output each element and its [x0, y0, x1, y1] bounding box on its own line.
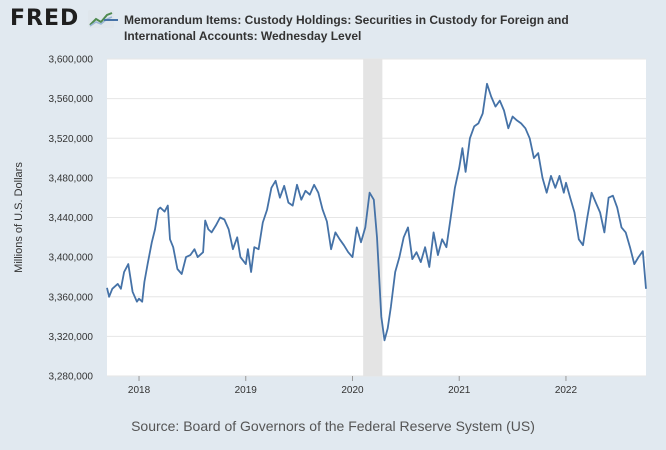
line-chart: 3,280,000 3,320,000 3,360,000 3,400,000 3,44… [13, 55, 647, 396]
x-tick-label: 2020 [341, 385, 364, 396]
series-line[interactable] [106, 82, 647, 342]
recession-band [363, 59, 383, 376]
legend-line-swatch [104, 19, 118, 21]
y-tick-label: 3,480,000 [49, 173, 94, 184]
y-tick-label: 3,320,000 [49, 332, 94, 343]
y-tick-label: 3,360,000 [49, 292, 94, 303]
x-axis-ticks: 2018 2019 2020 2021 2022 [128, 376, 578, 396]
y-tick-label: 3,440,000 [49, 213, 94, 224]
y-axis-label: Millions of U.S. Dollars [13, 162, 25, 273]
y-tick-label: 3,520,000 [49, 134, 94, 145]
y-tick-label: 3,560,000 [49, 94, 94, 105]
legend-label: Memorandum Items: Custody Holdings: Secu… [124, 13, 569, 43]
x-tick-label: 2022 [555, 385, 578, 396]
fred-logo-chart-icon [88, 10, 114, 28]
y-tick-label: 3,280,000 [49, 372, 94, 383]
chart-legend[interactable]: Memorandum Items: Custody Holdings: Secu… [104, 12, 644, 44]
y-tick-label: 3,600,000 [49, 55, 94, 66]
y-tick-label: 3,400,000 [49, 253, 94, 264]
source-text: Source: Board of Governors of the Federa… [131, 418, 535, 434]
y-axis-ticks: 3,280,000 3,320,000 3,360,000 3,400,000 3,44… [49, 55, 94, 383]
x-tick-label: 2019 [235, 385, 258, 396]
x-tick-label: 2018 [128, 385, 151, 396]
x-tick-label: 2021 [448, 385, 471, 396]
fred-logo[interactable]: FRED [10, 6, 80, 31]
